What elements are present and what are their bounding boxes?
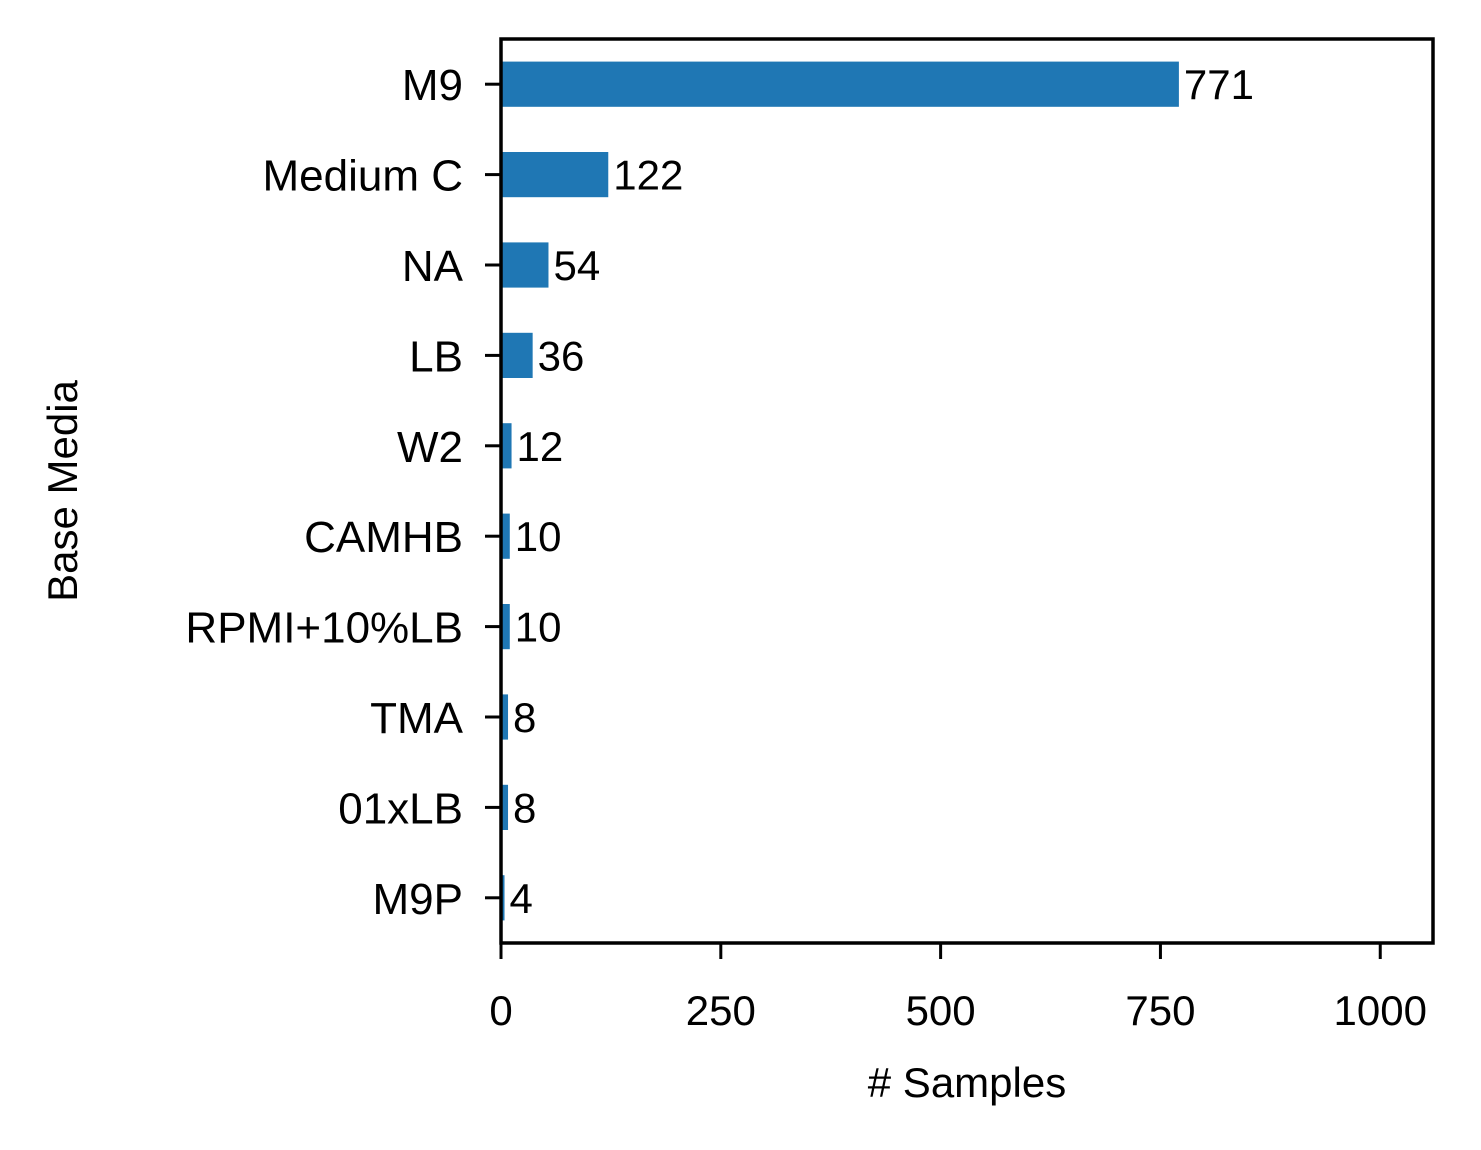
y-tick-label-5: CAMHB [304,513,463,562]
y-axis: M9 Medium C NA LB W2 CAMHB RPMI+10%LB TMA 01xLB M… [185,61,501,924]
bar-2 [502,242,549,288]
data-label-3: 36 [538,332,585,379]
y-tick-label-2: NA [402,242,464,291]
data-label-0: 771 [1184,61,1254,108]
data-label-2: 54 [553,242,600,289]
x-axis: 0 250 500 750 1000 [489,943,1427,1034]
data-label-1: 122 [613,152,683,199]
data-labels-group: 771 122 54 36 12 10 10 8 8 4 [510,61,1254,922]
data-label-6: 10 [515,604,562,651]
bars-group [502,61,1179,921]
x-tick-label-3: 750 [1125,987,1195,1034]
data-label-4: 12 [517,423,564,470]
data-label-7: 8 [513,694,536,741]
y-tick-label-4: W2 [397,423,463,472]
x-tick-label-0: 0 [489,987,512,1034]
x-axis-title: # Samples [868,1059,1066,1106]
x-tick-label-4: 1000 [1334,987,1427,1034]
y-tick-label-8: 01xLB [338,784,463,833]
bar-7 [502,694,509,740]
y-tick-label-6: RPMI+10%LB [185,604,463,653]
plot-frame [499,37,1435,945]
y-axis-title: Base Media [39,379,86,601]
x-tick-label-2: 500 [906,987,976,1034]
bar-8 [502,784,509,830]
bar-0 [502,61,1179,107]
bar-5 [502,513,510,559]
y-tick-label-3: LB [409,332,463,381]
data-label-8: 8 [513,784,536,831]
bar-4 [502,423,512,469]
y-tick-label-1: Medium C [263,152,464,201]
y-tick-label-0: M9 [402,61,463,110]
y-tick-label-7: TMA [370,694,464,743]
bar-9 [502,875,505,921]
bar-6 [502,604,510,650]
bar-3 [502,332,533,378]
bar-1 [502,152,609,198]
y-tick-label-9: M9P [373,875,463,924]
data-label-5: 10 [515,513,562,560]
x-tick-label-1: 250 [686,987,756,1034]
data-label-9: 4 [510,875,533,922]
